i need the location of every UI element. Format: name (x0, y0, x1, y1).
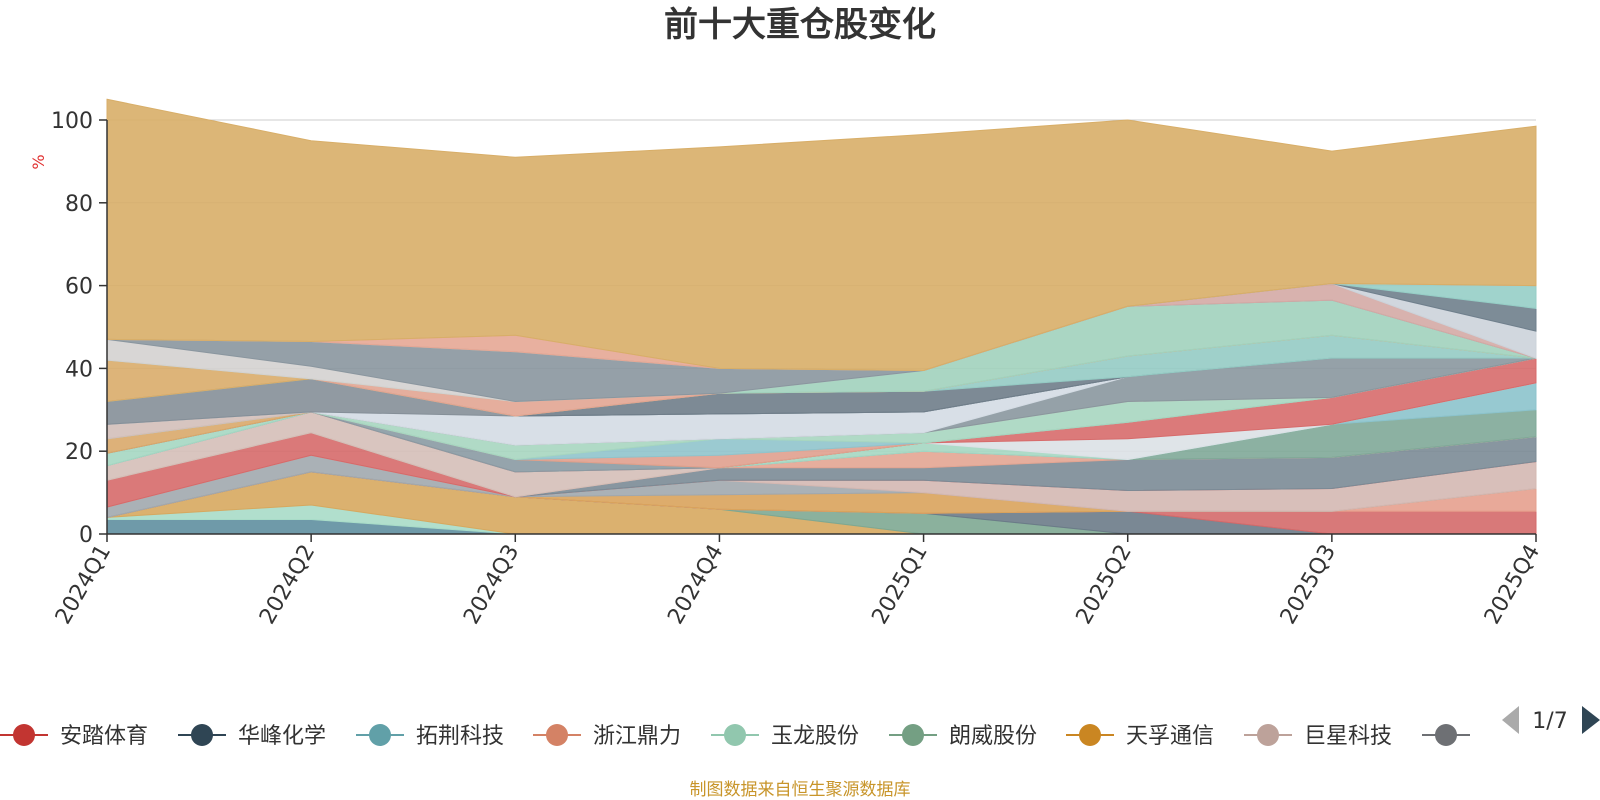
legend-label-5: 朗威股份 (949, 724, 1037, 749)
legend-marker-5 (902, 724, 924, 746)
y-tick-label-3: 60 (65, 275, 93, 300)
y-axis-unit: % (29, 154, 48, 169)
legend-marker-0 (13, 724, 35, 746)
y-tick-label-5: 100 (51, 109, 93, 134)
legend-item-8[interactable]: 7 (1422, 724, 1496, 749)
legend-prev-arrow-icon[interactable] (1502, 706, 1519, 734)
legend-items: 安踏体育 华峰化学 拓荆科技 浙江鼎力 玉龙股份 朗威股份 天孚通信 巨星科技 7 (0, 724, 1496, 749)
legend-marker-8 (1435, 724, 1457, 746)
legend-marker-2 (369, 724, 391, 746)
legend-item-2[interactable]: 拓荆科技 (356, 724, 504, 749)
legend-label-7: 巨星科技 (1304, 724, 1392, 749)
legend[interactable]: 安踏体育 华峰化学 拓荆科技 浙江鼎力 玉龙股份 朗威股份 天孚通信 巨星科技 7 (0, 724, 1496, 749)
x-tick-label-4: 2025Q1 (867, 541, 932, 629)
x-tick-label-6: 2025Q3 (1276, 541, 1341, 629)
legend-label-6: 天孚通信 (1126, 724, 1214, 749)
legend-marker-6 (1079, 724, 1101, 746)
y-tick-label-4: 80 (65, 192, 93, 217)
y-tick-label-1: 20 (65, 440, 93, 465)
legend-item-7[interactable]: 巨星科技 (1244, 724, 1392, 749)
legend-marker-4 (724, 724, 746, 746)
y-tick-label-0: 0 (79, 523, 93, 548)
legend-next-arrow-icon[interactable] (1582, 706, 1600, 734)
legend-item-4[interactable]: 玉龙股份 (711, 724, 859, 749)
legend-label-0: 安踏体育 (60, 724, 148, 749)
legend-label-2: 拓荆科技 (416, 724, 504, 749)
legend-page-indicator: 1/7 (1532, 709, 1567, 734)
legend-pager: 1/7 (1502, 706, 1600, 734)
legend-marker-7 (1257, 724, 1279, 746)
x-tick-label-2: 2024Q3 (459, 541, 524, 629)
x-tick-label-5: 2025Q2 (1072, 541, 1137, 629)
plot-area: 0 20 40 60 80 100 2024Q1 2024Q2 2024Q3 2024Q4 2025… (51, 98, 1545, 629)
legend-item-1[interactable]: 华峰化学 (178, 724, 326, 749)
legend-item-0[interactable]: 安踏体育 (0, 724, 148, 749)
y-tick-label-2: 40 (65, 357, 93, 382)
x-tick-label-0: 2024Q1 (51, 541, 116, 629)
legend-item-6[interactable]: 天孚通信 (1066, 724, 1214, 749)
x-tick-label-3: 2024Q4 (663, 541, 728, 629)
data-source-footer: 制图数据来自恒生聚源数据库 (690, 780, 911, 800)
x-tick-label-7: 2025Q4 (1480, 541, 1545, 629)
legend-item-3[interactable]: 浙江鼎力 (533, 724, 681, 749)
legend-marker-3 (546, 724, 568, 746)
legend-marker-1 (191, 724, 213, 746)
area-series-42 (106, 98, 1537, 372)
chart-title: 前十大重仓股变化 (664, 5, 936, 45)
legend-label-8: 7 (1482, 724, 1496, 749)
legend-label-3: 浙江鼎力 (593, 724, 681, 749)
x-tick-label-1: 2024Q2 (255, 541, 320, 629)
legend-label-1: 华峰化学 (238, 724, 326, 749)
legend-item-5[interactable]: 朗威股份 (889, 724, 1037, 749)
legend-label-4: 玉龙股份 (771, 724, 859, 749)
